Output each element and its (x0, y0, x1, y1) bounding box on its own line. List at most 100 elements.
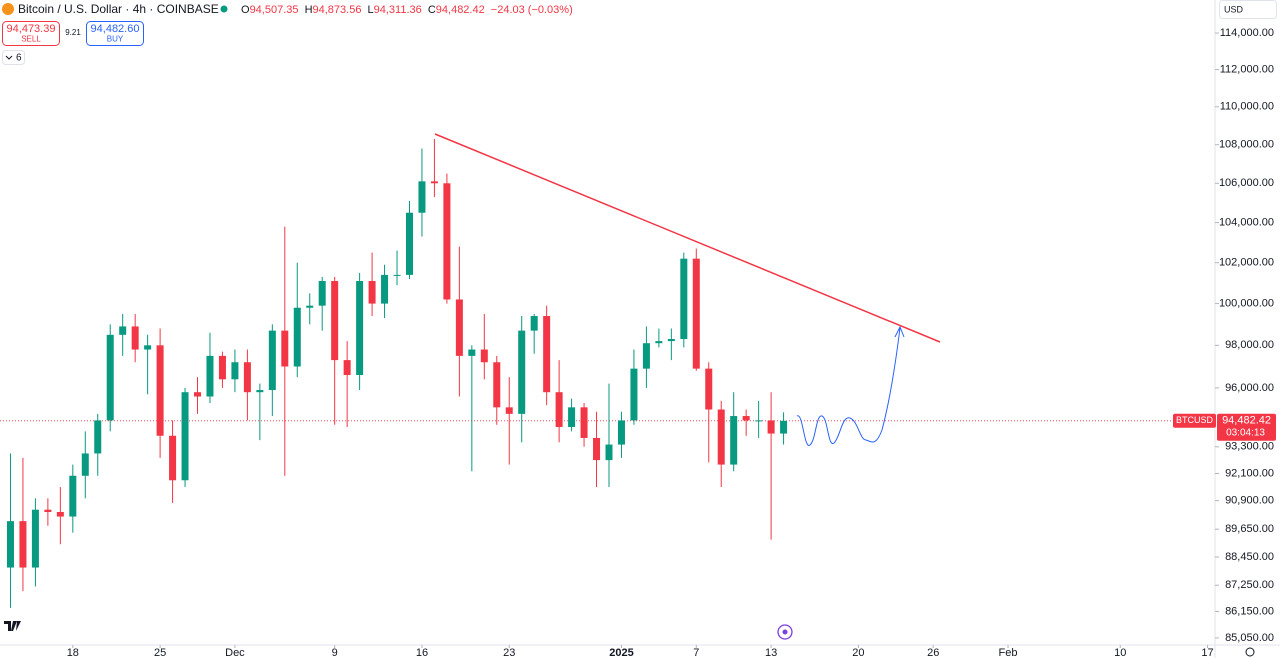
ohlc-value: 94,311.36 (374, 4, 422, 16)
candle-body (6, 521, 14, 568)
x-tick-label: 25 (154, 647, 166, 658)
candle-body (493, 362, 501, 408)
candle-body (343, 360, 351, 376)
candle-body (430, 181, 438, 184)
trend-line[interactable] (434, 133, 941, 343)
candle-body (468, 349, 476, 356)
candle-body (268, 330, 276, 391)
symbol-tag-bg (1173, 413, 1216, 428)
y-tick-label: 102,000.00 (1219, 257, 1274, 269)
candle-body (131, 326, 139, 350)
candle-body (518, 330, 526, 414)
y-tick-label: 114,000.00 (1220, 27, 1274, 39)
candle-body (742, 416, 750, 421)
ohlc-key: L (368, 4, 374, 16)
x-tick-label: 9 (332, 647, 338, 658)
candle-body (243, 362, 251, 393)
candle-body (580, 407, 588, 438)
y-tick-label: 96,000.00 (1225, 382, 1274, 394)
candle-body (680, 258, 688, 340)
settings-icon[interactable] (1245, 647, 1255, 657)
currency: USD (1224, 4, 1244, 14)
last-price-tag-bg (1217, 413, 1276, 441)
symbol-tag: BTCUSD (1176, 415, 1214, 425)
y-tick-label: 100,000.00 (1219, 298, 1274, 310)
buy-label: BUY (107, 35, 124, 44)
candle-body (617, 420, 625, 445)
y-tick-label: 90,900.00 (1225, 495, 1274, 507)
x-tick-label: 10 (1114, 647, 1126, 658)
y-tick-label: 89,650.00 (1225, 523, 1274, 535)
candle-body (318, 281, 326, 306)
candle-body (206, 355, 214, 397)
x-tick-label: Dec (225, 647, 245, 658)
candle-body (94, 420, 102, 454)
candle-body (667, 339, 675, 342)
y-tick-label: 92,100.00 (1225, 467, 1274, 479)
candle-body (356, 281, 364, 376)
buy-button[interactable] (86, 21, 144, 46)
x-tick-label: 13 (765, 647, 777, 658)
currency-button[interactable] (1219, 0, 1277, 19)
candle-body (156, 345, 164, 436)
x-tick-label: 18 (67, 647, 79, 658)
y-tick-label: 108,000.00 (1219, 139, 1274, 151)
candle-body (530, 316, 538, 331)
x-tick-label: 2025 (609, 647, 633, 658)
sell-label: SELL (21, 35, 41, 44)
last-price-tag: 94,482.42 (1222, 415, 1271, 427)
sell-price: 94,473.39 (7, 23, 56, 35)
ohlc-key: O (241, 4, 250, 16)
y-tick-label: 87,250.00 (1225, 579, 1274, 591)
ohlc-value: 94,482.42 (436, 4, 485, 16)
candle-body (642, 343, 650, 369)
change: −24.03 (−0.03%) (491, 4, 573, 16)
y-tick-label: 110,000.00 (1220, 101, 1274, 113)
candle-body (19, 521, 27, 568)
candle-body (505, 407, 513, 414)
buy-price: 94,482.60 (91, 23, 140, 35)
indicators-toggle[interactable] (2, 50, 25, 65)
countdown: 03:04:13 (1226, 427, 1265, 438)
candle-body (44, 509, 52, 512)
candle-body (218, 355, 226, 380)
ohlc-value: 94,507.35 (250, 4, 299, 16)
event-icon[interactable] (777, 624, 793, 640)
projection-path[interactable] (796, 325, 905, 446)
x-tick-label: Feb (999, 647, 1018, 658)
y-tick-label: 112,000.00 (1220, 64, 1274, 76)
candle-body (405, 212, 413, 275)
x-tick-label: 20 (852, 647, 864, 658)
candle-body (605, 444, 613, 461)
y-tick-label: 104,000.00 (1219, 217, 1274, 229)
candle-body (755, 420, 763, 422)
candle-body (69, 475, 77, 517)
candle-body (568, 407, 576, 427)
sell-button[interactable] (2, 21, 60, 46)
candle-body (281, 330, 289, 367)
candle-body (368, 281, 376, 304)
candle-body (194, 392, 202, 397)
candle-body (705, 368, 713, 410)
ohlc-value: 94,873.56 (313, 4, 362, 16)
candle-body (306, 305, 314, 308)
y-tick-label: 85,050.00 (1225, 632, 1274, 644)
candle-body (181, 392, 189, 481)
event-icon-dot (782, 629, 788, 635)
candle-body (443, 183, 451, 300)
ohlc-key: C (428, 4, 436, 16)
x-tick-label: 23 (503, 647, 515, 658)
candle-body (543, 316, 551, 393)
candle-body (56, 511, 64, 517)
plot-area (0, 138, 1215, 608)
ohlc: O94,507.35 H94,873.56 L94,311.36 C94,482… (241, 4, 573, 16)
x-tick-label: 26 (927, 647, 939, 658)
candle-body (418, 181, 426, 213)
candle-body (717, 409, 725, 465)
y-tick-label: 106,000.00 (1219, 177, 1274, 189)
candle-body (630, 368, 638, 421)
ohlc-key: H (305, 4, 313, 16)
coin-icon (2, 3, 14, 15)
candle-body (767, 420, 775, 434)
